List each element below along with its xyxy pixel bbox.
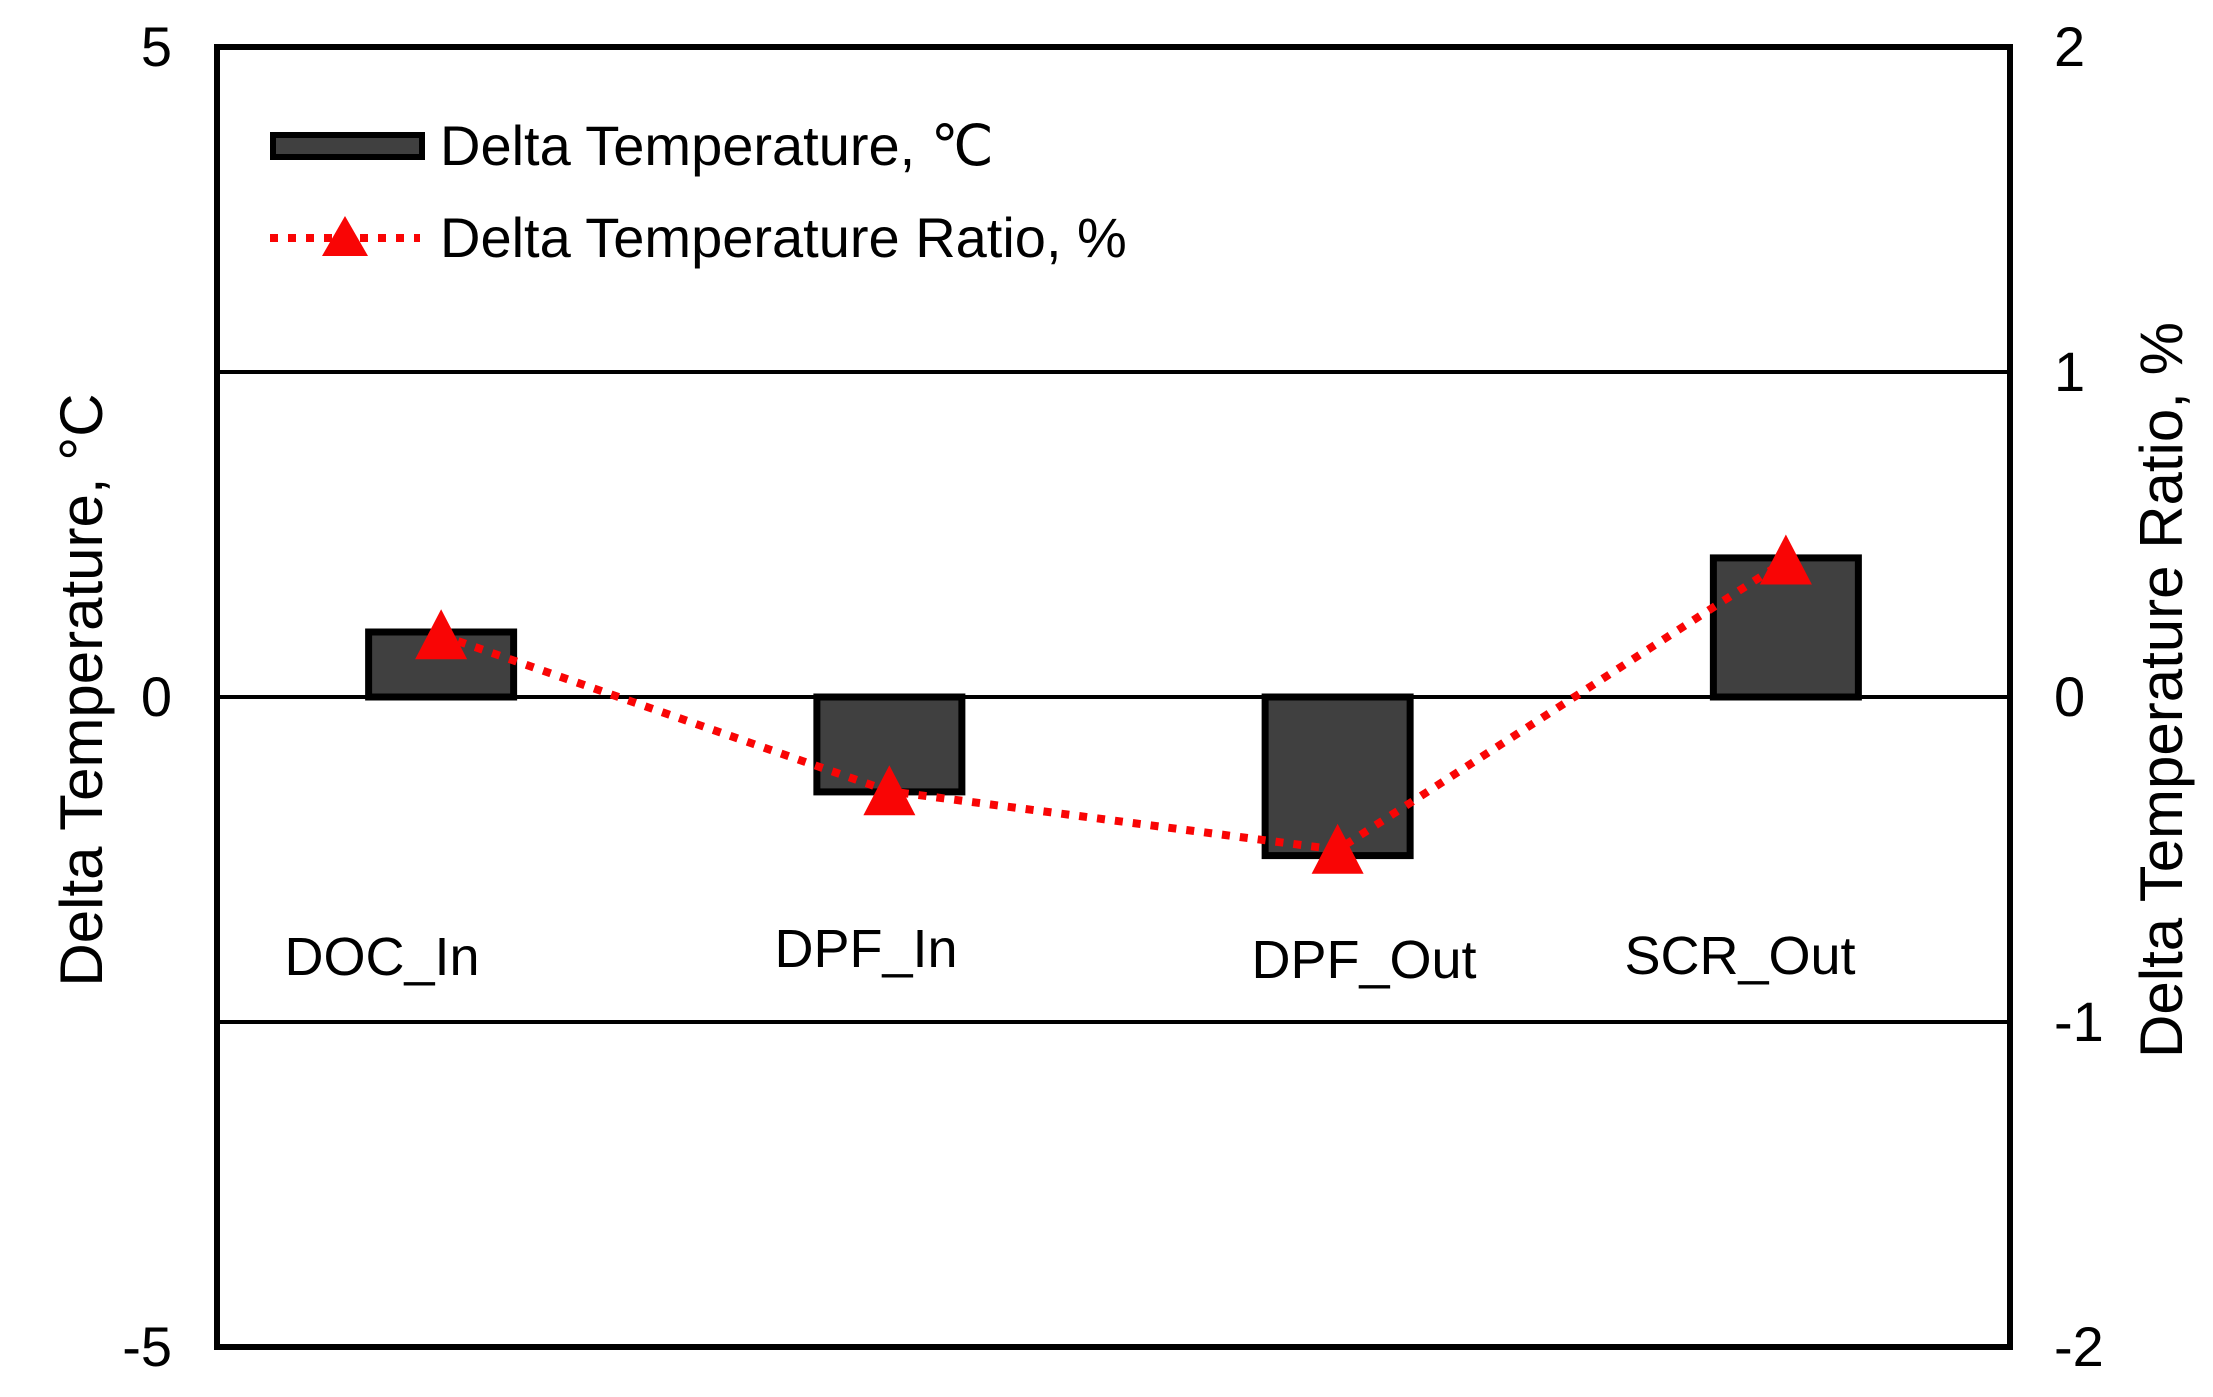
legend-marker-line (270, 216, 440, 256)
right-axis-tick--1: -1 (2054, 990, 2104, 1053)
right-axis-title: Delta Temperature Ratio, % (2128, 322, 2195, 1058)
left-axis-title: Delta Temperature, °C (48, 393, 115, 987)
category-label-DPF_Out: DPF_Out (1251, 930, 1477, 990)
triangle-marker-icon (322, 216, 368, 256)
bar-swatch-icon (270, 132, 425, 160)
category-label-DOC_In: DOC_In (284, 927, 480, 987)
right-axis-tick-1: 1 (2054, 340, 2086, 403)
left-axis-tick-0: 0 (140, 665, 172, 728)
legend-marker-bar (270, 132, 440, 160)
marker-DOC_In (415, 609, 468, 660)
right-axis-tick-2: 2 (2054, 15, 2086, 78)
legend-item-delta-temperature-ratio: Delta Temperature Ratio, % (270, 210, 1127, 266)
legend-label-delta-temperature-ratio: Delta Temperature Ratio, % (440, 206, 1127, 269)
category-label-SCR_Out: SCR_Out (1624, 926, 1856, 986)
left-axis-tick-5: 5 (140, 15, 172, 78)
left-axis-tick--5: -5 (122, 1315, 172, 1378)
legend-label-delta-temperature: Delta Temperature, ℃ (440, 114, 994, 177)
legend: Delta Temperature, ℃ Delta Temperature R… (270, 118, 1127, 266)
right-axis-tick--2: -2 (2054, 1315, 2104, 1378)
marker-SCR_Out (1759, 534, 1812, 585)
bar-SCR_Out (1709, 554, 1862, 701)
legend-item-delta-temperature: Delta Temperature, ℃ (270, 118, 1127, 174)
right-axis-tick-0: 0 (2054, 665, 2086, 728)
marker-DPF_Out (1311, 823, 1364, 874)
marker-DPF_In (863, 765, 916, 816)
plot-border (214, 44, 2013, 1350)
ratio-line (439, 557, 1789, 854)
category-label-DPF_In: DPF_In (774, 919, 958, 979)
dotted-line-icon (270, 216, 420, 256)
